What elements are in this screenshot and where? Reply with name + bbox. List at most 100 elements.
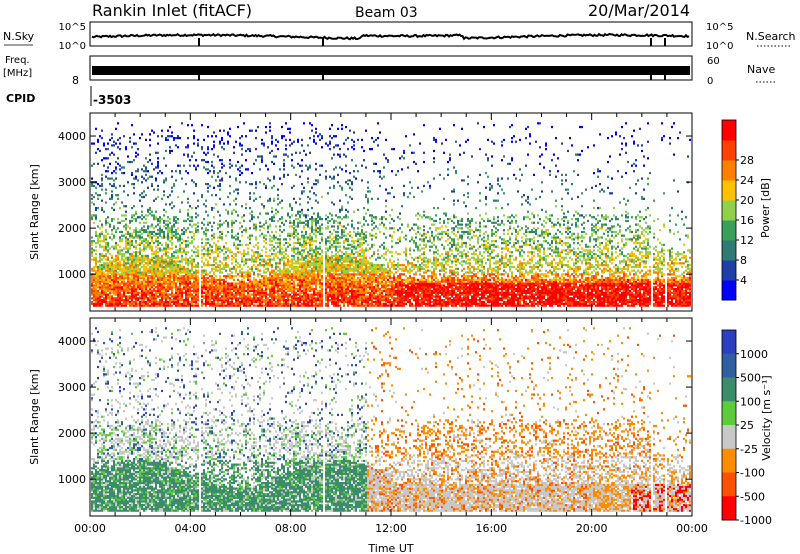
echo-cell	[181, 276, 183, 280]
echo-cell	[253, 287, 255, 291]
echo-cell	[259, 155, 261, 158]
echo-cell	[239, 181, 241, 184]
echo-cell	[213, 251, 215, 254]
echo-cell	[351, 138, 353, 142]
echo-cell	[299, 252, 301, 256]
echo-cell	[97, 286, 99, 289]
echo-cell	[213, 186, 215, 189]
echo-cell	[91, 214, 93, 217]
echo-cell	[207, 293, 209, 296]
echo-cell	[139, 300, 141, 304]
echo-cell	[281, 275, 283, 278]
echo-cell	[341, 186, 343, 189]
echo-cell	[99, 245, 101, 248]
echo-cell	[159, 256, 161, 259]
echo-cell	[151, 182, 153, 186]
echo-cell	[299, 251, 301, 254]
echo-cell	[203, 284, 205, 287]
echo-cell	[201, 299, 203, 302]
echo-cell	[267, 299, 269, 302]
echo-cell	[165, 258, 167, 261]
echo-cell	[157, 264, 159, 267]
echo-cell	[361, 276, 363, 280]
echo-cell	[231, 223, 233, 226]
echo-cell	[165, 267, 167, 270]
echo-cell	[337, 238, 339, 241]
echo-cell	[101, 299, 103, 302]
echo-cell	[255, 227, 257, 230]
echo-cell	[317, 258, 319, 261]
echo-cell	[193, 238, 195, 241]
echo-cell	[235, 302, 237, 305]
echo-cell	[359, 276, 361, 280]
echo-cell	[133, 269, 135, 272]
echo-cell	[99, 227, 101, 230]
echo-cell	[107, 271, 109, 274]
echo-cell	[317, 230, 319, 234]
echo-cell	[255, 282, 257, 285]
echo-cell	[307, 287, 309, 291]
echo-cell	[273, 293, 275, 296]
echo-cell	[105, 289, 107, 293]
echo-cell	[191, 216, 193, 219]
echo-cell	[131, 206, 133, 210]
echo-cell	[105, 247, 107, 250]
echo-cell	[135, 289, 137, 293]
echo-cell	[173, 184, 175, 188]
echo-cell	[321, 217, 323, 221]
echo-cell	[277, 297, 279, 300]
echo-cell	[153, 276, 155, 280]
echo-cell	[299, 164, 301, 167]
echo-cell	[313, 135, 315, 138]
echo-cell	[223, 293, 225, 296]
echo-cell	[291, 249, 293, 252]
echo-cell	[285, 262, 287, 265]
echo-cell	[331, 289, 333, 293]
echo-cell	[149, 241, 151, 245]
echo-cell	[157, 135, 159, 138]
echo-cell	[187, 287, 189, 291]
echo-cell	[115, 166, 117, 169]
echo-cell	[233, 304, 235, 307]
echo-cell	[105, 273, 107, 276]
echo-cell	[109, 269, 111, 272]
echo-cell	[103, 249, 105, 252]
echo-cell	[187, 144, 189, 147]
echo-cell	[351, 278, 353, 282]
echo-cell	[319, 267, 321, 270]
echo-cell	[103, 234, 105, 237]
echo-cell	[297, 247, 299, 250]
echo-cell	[285, 219, 287, 223]
echo-cell	[363, 269, 365, 272]
echo-cell	[121, 201, 123, 204]
echo-cell	[331, 260, 333, 263]
echo-cell	[189, 275, 191, 278]
echo-cell	[353, 299, 355, 302]
echo-cell	[253, 252, 255, 256]
echo-cell	[215, 262, 217, 265]
echo-cell	[261, 284, 263, 287]
echo-cell	[263, 205, 265, 208]
echo-cell	[133, 295, 135, 298]
echo-cell	[277, 295, 279, 298]
echo-cell	[143, 177, 145, 180]
echo-cell	[301, 295, 303, 298]
echo-cell	[243, 219, 245, 223]
nsky-line	[91, 32, 690, 41]
echo-cell	[201, 260, 203, 263]
echo-cell	[259, 293, 261, 296]
echo-cell	[349, 129, 351, 132]
echo-cell	[247, 299, 249, 302]
echo-cell	[253, 282, 255, 285]
echo-cell	[181, 291, 183, 294]
echo-cell	[283, 175, 285, 178]
echo-cell	[227, 140, 229, 143]
echo-cell	[345, 269, 347, 272]
echo-cell	[147, 234, 149, 237]
echo-cell	[197, 251, 199, 254]
echo-cell	[163, 278, 165, 282]
echo-cell	[215, 302, 217, 305]
echo-cell	[161, 299, 163, 302]
echo-cell	[297, 299, 299, 302]
echo-cell	[279, 302, 281, 305]
